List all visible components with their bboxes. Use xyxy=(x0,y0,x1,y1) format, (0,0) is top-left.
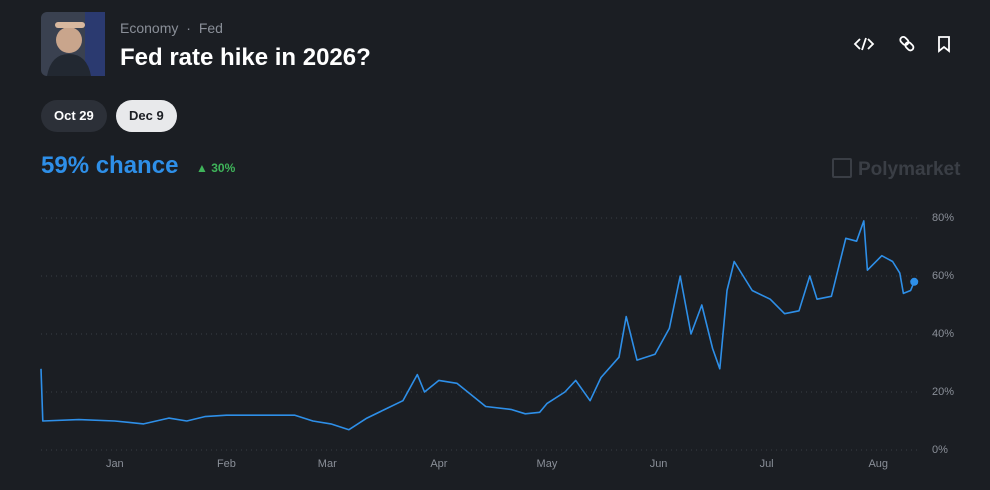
x-tick-label: Jan xyxy=(106,458,124,470)
x-tick-label: Apr xyxy=(430,458,447,470)
y-tick-label: 80% xyxy=(932,212,954,224)
y-tick-label: 20% xyxy=(932,386,954,398)
market-image xyxy=(41,12,105,76)
market-title: Fed rate hike in 2026? xyxy=(120,44,371,71)
watermark: Polymarket xyxy=(832,158,960,181)
brand: Polymarket xyxy=(858,159,961,180)
subcategory[interactable]: Fed xyxy=(198,20,223,36)
link-icon[interactable] xyxy=(899,35,915,52)
change-value: 30% xyxy=(211,161,236,175)
y-tick-label: 60% xyxy=(932,270,954,282)
x-tick-label: May xyxy=(537,458,558,470)
bookmark-icon[interactable] xyxy=(938,36,950,53)
last-point xyxy=(910,277,919,286)
category[interactable]: Economy xyxy=(120,20,179,36)
x-tick-label: Mar xyxy=(318,458,337,470)
date-button[interactable]: Oct 29 xyxy=(41,100,107,132)
y-tick-label: 0% xyxy=(932,444,948,456)
headline-chance: 59% chance xyxy=(41,152,179,179)
series-line xyxy=(40,220,915,431)
date-button-selected[interactable]: Dec 9 xyxy=(116,100,177,132)
change: ▲ 30% xyxy=(196,161,236,175)
toolbar xyxy=(853,35,950,53)
y-tick-label: 40% xyxy=(932,328,954,340)
embed-icon[interactable] xyxy=(853,37,875,51)
x-tick-label: Aug xyxy=(868,458,888,470)
x-tick-label: Jul xyxy=(760,458,774,470)
breadcrumb: Economy · Fed xyxy=(120,20,223,36)
x-tick-label: Feb xyxy=(217,458,236,470)
x-tick-label: Jun xyxy=(650,458,668,470)
